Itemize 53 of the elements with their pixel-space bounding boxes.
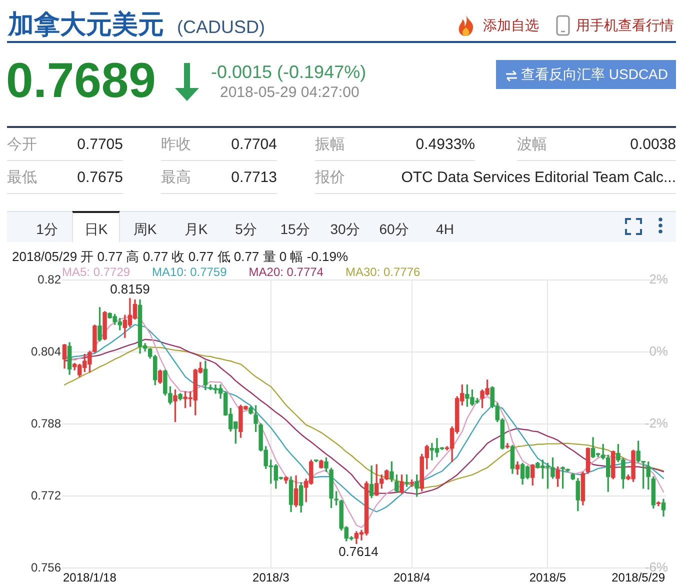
text: 报价 bbox=[315, 169, 345, 187]
text: 0.7705 bbox=[77, 136, 123, 154]
text: 15分 bbox=[279, 220, 311, 238]
x-tick-label: 2018/3 bbox=[252, 570, 290, 585]
y-tick-label: 0.82 bbox=[38, 272, 62, 286]
text: 波幅 bbox=[517, 136, 547, 154]
text: 用手机查看行情 bbox=[576, 16, 674, 34]
annotation: 0.7614 bbox=[338, 544, 378, 559]
annotation: 0.8159 bbox=[110, 282, 150, 297]
text: MA20: 0.7774 bbox=[248, 264, 324, 280]
text: MA30: 0.7776 bbox=[345, 264, 420, 280]
text: 振幅 bbox=[315, 136, 345, 154]
text: 2018-05-29 04:27:00 bbox=[220, 84, 360, 102]
text: 60分 bbox=[378, 220, 410, 238]
text: 0.0038 bbox=[630, 136, 676, 154]
y-tick-label: 0.804 bbox=[30, 344, 62, 358]
text: 最低 bbox=[7, 169, 37, 187]
y2-tick-label: 0% bbox=[649, 344, 668, 359]
y-tick-label: 0.788 bbox=[30, 416, 62, 430]
text: 最高 bbox=[161, 169, 191, 187]
text: 月K bbox=[183, 220, 209, 238]
x-tick-label: 2018/5/29 bbox=[612, 570, 666, 585]
text: 1分 bbox=[35, 220, 59, 238]
text: 0.4933% bbox=[416, 136, 475, 154]
reverse-rate-button[interactable] bbox=[496, 60, 676, 89]
text: -0.0015 (-0.1947%) bbox=[211, 62, 366, 82]
text: 今开 bbox=[7, 136, 37, 154]
text: 4H bbox=[435, 220, 455, 238]
text: 添加自选 bbox=[483, 16, 539, 34]
text: 查看反向汇率 USDCAD bbox=[521, 65, 668, 84]
text: 0.7713 bbox=[231, 169, 277, 187]
y2-tick-label: 2% bbox=[649, 272, 668, 287]
y-tick-label: 0.756 bbox=[30, 560, 62, 574]
x-tick-label: 2018/4 bbox=[393, 570, 430, 585]
chart-title: 加拿大元美元 bbox=[8, 8, 164, 40]
text: MA5: 0.7729 bbox=[62, 264, 130, 280]
y-tick-label: 0.772 bbox=[30, 488, 62, 502]
text: OTC Data Services Editorial Team Calc... bbox=[401, 169, 676, 187]
tab[interactable] bbox=[72, 211, 120, 242]
text: 0.7675 bbox=[77, 169, 123, 187]
chart-subtitle: (CADUSD) bbox=[177, 16, 265, 38]
text: 周K bbox=[132, 220, 158, 238]
text: 5分 bbox=[234, 220, 258, 238]
text: 0.7689 bbox=[6, 54, 156, 108]
y2-tick-label: -2% bbox=[644, 416, 668, 431]
text: 30分 bbox=[329, 220, 361, 238]
text: 日K bbox=[83, 220, 109, 238]
x-tick-label: 2018/1/18 bbox=[62, 570, 117, 585]
text: 昨收 bbox=[161, 136, 191, 154]
x-tick-label: 2018/5 bbox=[529, 570, 566, 585]
text: 0.7704 bbox=[231, 136, 277, 154]
text: MA10: 0.7759 bbox=[152, 264, 227, 280]
text: 2018/05/29 开 0.77 高 0.77 收 0.77 低 0.77 量 0 幅 -0.19% bbox=[12, 249, 348, 265]
